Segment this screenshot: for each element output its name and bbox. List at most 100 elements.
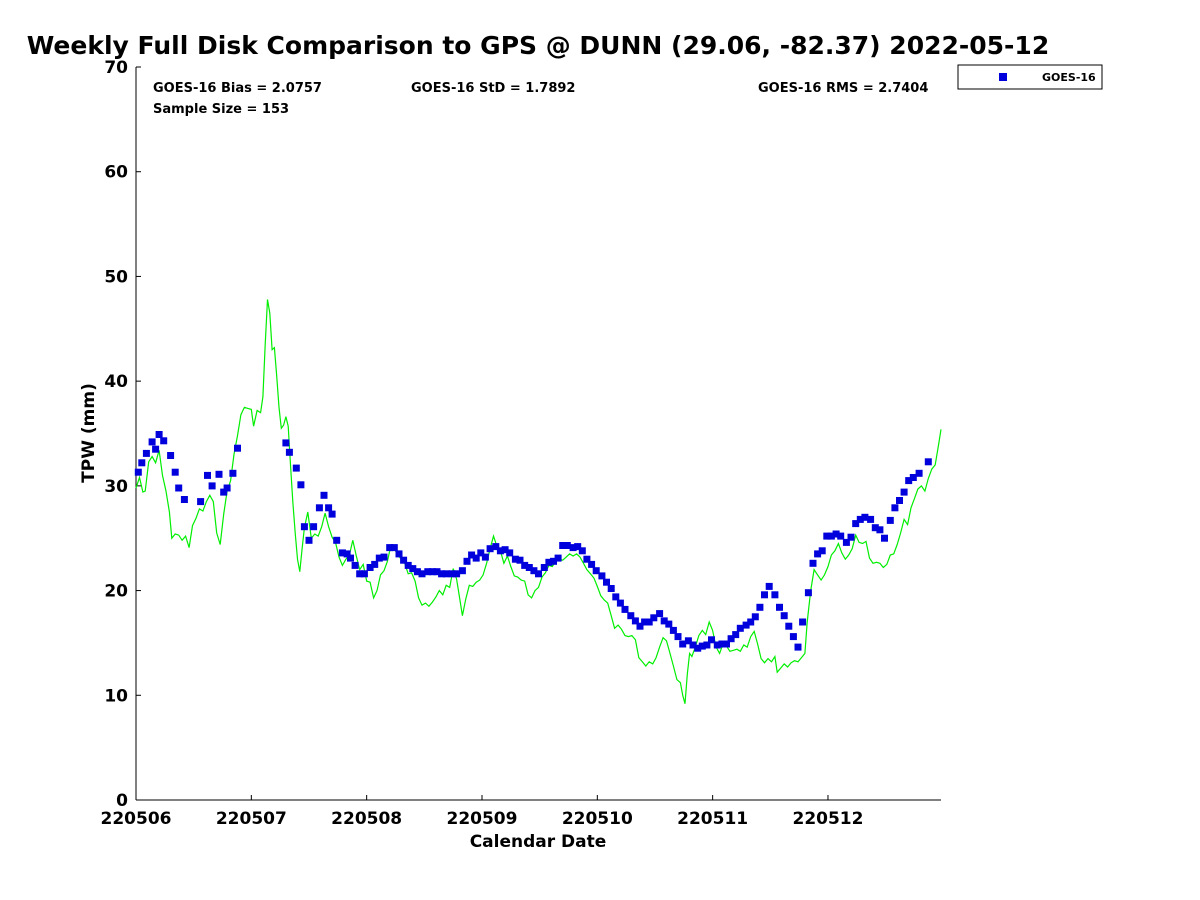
goes16-point (448, 570, 456, 578)
goes16-point (559, 542, 567, 549)
y-axis-label: TPW (mm) (79, 383, 99, 483)
goes16-point (876, 526, 884, 534)
x-axis-label: Calendar Date (470, 832, 607, 852)
goes16-point (703, 641, 711, 649)
goes16-point (809, 559, 817, 567)
goes16-point (428, 568, 436, 576)
goes16-point (842, 538, 850, 546)
x-tick-label: 220508 (331, 809, 402, 829)
goes16-point (413, 568, 421, 576)
goes16-point (631, 617, 639, 625)
goes16-point (823, 532, 831, 540)
goes16-point (847, 533, 855, 541)
goes16-point (521, 561, 529, 569)
goes16-point (134, 468, 142, 476)
goes16-point (477, 549, 485, 557)
goes16-point (472, 554, 480, 562)
goes16-point (736, 624, 744, 632)
goes16-point (152, 445, 160, 453)
goes16-point (723, 640, 730, 648)
goes16-point (915, 469, 923, 477)
goes16-point (550, 557, 557, 565)
goes16-point (496, 547, 504, 555)
goes16-point (684, 637, 692, 645)
goes16-point (458, 567, 466, 575)
goes16-point (818, 547, 826, 555)
gps-tpw-line (135, 299, 942, 704)
legend-box (957, 64, 1103, 90)
goes16-point (578, 547, 586, 555)
goes16-point (180, 496, 188, 503)
goes16-point (789, 633, 797, 641)
series-layer (134, 299, 942, 704)
goes16-point (574, 543, 582, 551)
goes16-point (583, 555, 591, 563)
goes16-point (171, 468, 179, 476)
goes16-point (756, 603, 764, 611)
goes16-point (220, 488, 228, 496)
goes16-point (765, 582, 773, 590)
goes16-point (569, 544, 577, 552)
goes16-point (924, 458, 932, 466)
goes16-point (486, 545, 494, 553)
goes16-point (366, 564, 374, 571)
y-ticks: 0 10 20 30 40 50 60 70 (104, 58, 141, 811)
goes16-point (785, 622, 793, 630)
goes16-point (229, 469, 237, 477)
y-tick-label: 20 (104, 582, 128, 602)
goes16-point (343, 550, 351, 558)
y-tick-label: 70 (104, 58, 128, 78)
x-tick-label: 220510 (562, 809, 633, 829)
goes16-point (297, 481, 305, 489)
goes16-point (481, 553, 489, 561)
goes16-point (554, 554, 562, 562)
goes16-point (400, 556, 408, 564)
goes16-point (627, 612, 635, 620)
goes16-point (694, 644, 702, 652)
goes16-point (395, 550, 403, 558)
goes16-point (621, 605, 629, 613)
legend-marker-goes16 (999, 73, 1007, 81)
x-tick-label: 220509 (446, 809, 517, 829)
goes16-point (742, 621, 750, 629)
goes16-point (404, 561, 412, 569)
goes16-point (679, 640, 687, 648)
x-tick-label: 220511 (677, 809, 748, 829)
goes16-point (535, 570, 542, 578)
x-tick-label: 220512 (792, 809, 863, 829)
std-stat: GOES-16 StD = 1.7892 (411, 81, 575, 96)
goes16-point (347, 554, 354, 562)
goes16-point (282, 439, 290, 447)
goes16-point (891, 504, 899, 512)
goes16-point (223, 484, 231, 492)
goes16-point (375, 554, 383, 562)
goes16-point (616, 599, 624, 607)
goes16-point (776, 603, 783, 611)
goes16-point (501, 546, 509, 554)
goes16-point (832, 530, 840, 538)
goes16-point (208, 482, 216, 490)
goes16-point (665, 620, 673, 628)
goes16-point (215, 470, 223, 478)
goes16-point (138, 459, 146, 467)
goes16-point (641, 618, 649, 626)
goes16-point (148, 438, 156, 446)
goes16-point (351, 561, 359, 569)
x-ticks: 220506 220507 220508 220509 220510 220511 2205… (101, 795, 863, 829)
goes16-point (442, 570, 450, 578)
chart-title: Weekly Full Disk Comparison to GPS @ DUN… (27, 31, 1049, 60)
bias-stat: GOES-16 Bias = 2.0757 (153, 81, 322, 96)
rms-stat: GOES-16 RMS = 2.7404 (758, 81, 928, 96)
y-tick-label: 40 (104, 372, 128, 392)
goes16-point (852, 520, 860, 528)
goes16-point (424, 568, 432, 576)
goes16-point (656, 610, 664, 618)
goes16-point (660, 617, 668, 625)
goes16-point (761, 591, 768, 599)
goes16-point (732, 631, 740, 639)
goes16-point (175, 484, 183, 492)
goes16-point (530, 567, 538, 575)
goes16-point (525, 564, 533, 571)
goes16-point (310, 523, 318, 531)
